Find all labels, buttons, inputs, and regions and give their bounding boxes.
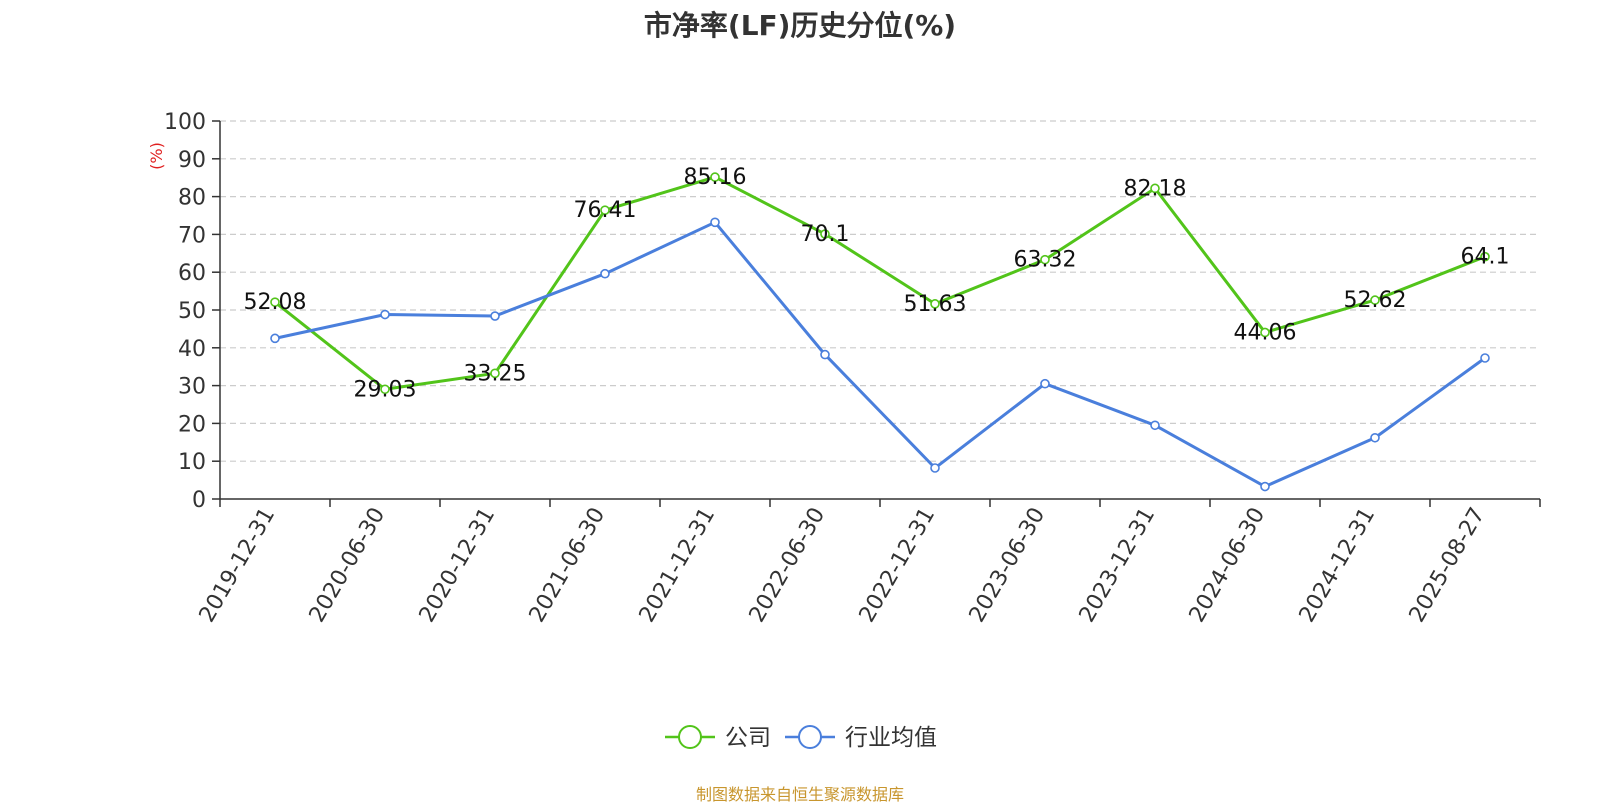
data-label: 70.1 bbox=[801, 222, 850, 247]
data-point bbox=[490, 368, 500, 379]
y-tick-label: 20 bbox=[178, 412, 206, 437]
x-tick-label: 2019-12-31 bbox=[195, 504, 281, 627]
y-tick-label: 80 bbox=[178, 186, 206, 211]
data-label: 33.25 bbox=[464, 361, 527, 386]
data-point bbox=[710, 217, 720, 228]
data-point bbox=[270, 297, 280, 307]
series-line-1 bbox=[274, 220, 1486, 489]
x-tick-label: 2022-06-30 bbox=[745, 504, 831, 627]
legend-marker-1 bbox=[798, 725, 822, 749]
x-tick-label: 2023-12-31 bbox=[1075, 504, 1161, 627]
data-label: 52.62 bbox=[1344, 288, 1407, 313]
data-point bbox=[820, 349, 830, 360]
data-point bbox=[1150, 183, 1160, 194]
legend[interactable]: 公司 行业均值 bbox=[665, 725, 937, 751]
data-point bbox=[1370, 432, 1380, 443]
x-tick-label: 2025-08-27 bbox=[1405, 504, 1491, 627]
y-tick-label: 50 bbox=[178, 299, 206, 324]
y-tick-label: 70 bbox=[178, 223, 206, 248]
data-label: 64.1 bbox=[1461, 245, 1510, 270]
y-axis-label: (%) bbox=[147, 142, 166, 170]
data-point bbox=[600, 205, 610, 215]
y-tick-label: 90 bbox=[178, 148, 206, 173]
series-line-0 bbox=[274, 175, 1486, 391]
y-tick-label: 10 bbox=[178, 450, 206, 475]
x-tick-label: 2021-06-30 bbox=[525, 504, 611, 627]
data-point bbox=[1150, 420, 1160, 431]
data-label: 76.41 bbox=[574, 198, 637, 223]
data-label: 52.08 bbox=[244, 290, 307, 315]
data-point bbox=[1040, 254, 1050, 265]
data-point bbox=[270, 333, 280, 344]
x-tick-label: 2022-12-31 bbox=[855, 504, 941, 627]
data-label: 82.18 bbox=[1124, 176, 1187, 201]
y-tick-label: 40 bbox=[178, 337, 206, 362]
x-tick-label: 2020-12-31 bbox=[415, 504, 501, 627]
legend-label-0: 公司 bbox=[725, 725, 771, 751]
x-tick-label: 2023-06-30 bbox=[965, 504, 1051, 627]
data-point bbox=[1480, 251, 1490, 262]
data-point bbox=[490, 311, 500, 321]
x-tick-label: 2024-06-30 bbox=[1185, 504, 1271, 627]
data-label: 44.06 bbox=[1234, 320, 1297, 345]
data-point bbox=[710, 172, 720, 182]
data-point bbox=[1260, 481, 1270, 492]
data-point bbox=[820, 229, 830, 239]
y-tick-label: 0 bbox=[192, 488, 206, 513]
legend-marker-0 bbox=[678, 725, 702, 749]
source-note: 制图数据来自恒生聚源数据库 bbox=[695, 785, 904, 804]
data-labels: 52.08 29.03 33.25 76.41 85.16 70.1 51.63 63.32 8… bbox=[244, 165, 1510, 402]
data-point bbox=[380, 309, 390, 320]
axes: 0 10 20 30 40 50 60 70 80 90 100 (%) 2019-12-31 2020-… bbox=[147, 110, 1541, 627]
x-tick-label: 2020-06-30 bbox=[305, 504, 391, 627]
data-label: 29.03 bbox=[354, 377, 417, 402]
x-tick-label: 2024-12-31 bbox=[1295, 504, 1381, 627]
series bbox=[270, 172, 1490, 492]
data-point bbox=[930, 463, 940, 473]
y-tick-label: 100 bbox=[164, 110, 206, 135]
grid-lines bbox=[220, 120, 1540, 462]
data-point bbox=[1480, 353, 1490, 363]
data-point bbox=[1370, 295, 1380, 305]
legend-label-1: 行业均值 bbox=[845, 725, 937, 751]
data-label: 63.32 bbox=[1014, 248, 1077, 273]
data-point bbox=[1260, 327, 1270, 338]
y-tick-label: 30 bbox=[178, 375, 206, 400]
data-point bbox=[930, 299, 940, 309]
data-label: 85.16 bbox=[684, 165, 747, 190]
data-point bbox=[1040, 378, 1050, 389]
x-tick-label: 2021-12-31 bbox=[635, 504, 721, 627]
data-point bbox=[600, 268, 610, 279]
data-point bbox=[380, 384, 390, 395]
y-tick-label: 60 bbox=[178, 261, 206, 286]
data-label: 51.63 bbox=[904, 292, 967, 317]
chart-title: 市净率(LF)历史分位(%) bbox=[643, 9, 957, 42]
